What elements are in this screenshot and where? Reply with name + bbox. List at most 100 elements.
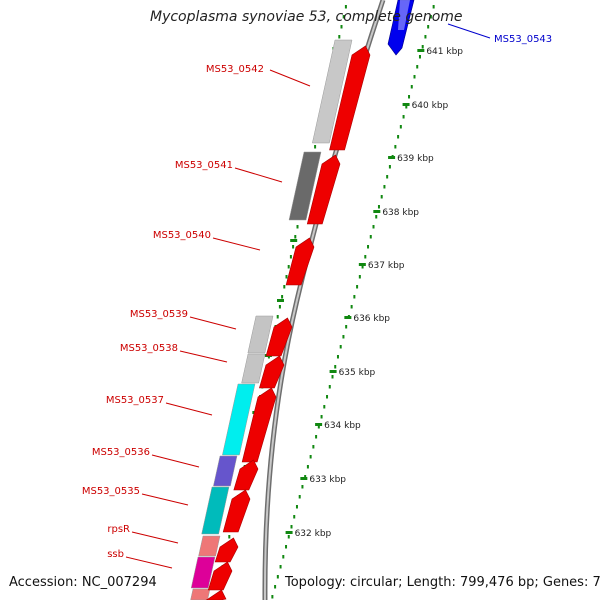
outer-tick-track-dot	[334, 365, 337, 369]
gene-label: MS53_0537	[106, 395, 164, 406]
outer-tick-track-dot	[413, 75, 416, 79]
outer-tick-track-dot	[271, 595, 274, 599]
outer-tick-track-dot	[356, 285, 359, 289]
inner-tick-track-dot	[276, 315, 279, 319]
gene-label: MS53_0543	[494, 34, 552, 45]
gene-label: MS53_0541	[175, 160, 233, 171]
inner-tick-track-dot	[287, 265, 290, 269]
scale-tick-label: 635 kbp	[339, 368, 376, 378]
major-tick-mark	[373, 210, 381, 213]
outer-tick-track-dot	[293, 515, 296, 519]
forward-gene-arrow	[329, 45, 371, 151]
inner-tick-track-dot	[289, 255, 292, 259]
outer-tick-track-dot	[386, 175, 389, 179]
outer-tick-track-dot	[315, 435, 318, 439]
major-tick-mark	[358, 263, 366, 266]
gene-label: rpsR	[107, 524, 130, 535]
cog-category-block	[288, 151, 322, 221]
gene-label: MS53_0540	[153, 230, 211, 241]
major-tick-mark	[300, 477, 308, 480]
outer-tick-track-dot	[418, 55, 421, 59]
forward-gene-arrow	[241, 387, 277, 463]
gene-leader-line	[125, 556, 173, 569]
outer-tick-track-dot	[427, 25, 430, 29]
gene-leader-line	[234, 167, 283, 183]
inner-tick-track-dot	[342, 15, 345, 19]
forward-gene-arrow	[259, 355, 285, 389]
outer-tick-track-dot	[312, 445, 315, 449]
cog-category-block	[312, 39, 353, 144]
forward-gene-arrow	[306, 154, 341, 225]
outer-tick-track-dot	[410, 85, 413, 89]
outer-tick-track-dot	[402, 115, 405, 119]
major-tick-mark	[315, 423, 323, 426]
outer-tick-track-dot	[298, 495, 301, 499]
outer-tick-track-dot	[405, 105, 408, 109]
cog-category-block	[213, 455, 238, 487]
scale-tick-label: 637 kbp	[368, 261, 405, 271]
outer-tick-track-dot	[367, 245, 370, 249]
topology-text: Topology: circular; Length: 799,476 bp; …	[285, 575, 600, 590]
outer-tick-track-dot	[377, 205, 380, 209]
outer-tick-track-dot	[285, 545, 288, 549]
outer-tick-track-dot	[345, 325, 348, 329]
cog-category-block	[190, 588, 211, 600]
outer-tick-track-dot	[309, 455, 312, 459]
outer-tick-track-dot	[331, 375, 334, 379]
outer-tick-track-dot	[342, 335, 345, 339]
outer-tick-track-dot	[350, 305, 353, 309]
gene-label: MS53_0539	[130, 309, 188, 320]
outer-tick-track-dot	[339, 345, 342, 349]
outer-tick-track-dot	[320, 415, 323, 419]
cog-category-block	[247, 315, 274, 354]
reverse-gene-highlight	[398, 0, 410, 30]
scale-tick-label: 640 kbp	[412, 101, 449, 111]
gene-leader-line	[131, 531, 179, 544]
inner-major-tick	[277, 299, 284, 302]
inner-tick-track-dot	[296, 225, 299, 229]
outer-tick-track-dot	[388, 165, 391, 169]
outer-tick-track-dot	[301, 485, 304, 489]
inner-tick-track-dot	[344, 5, 347, 9]
major-tick-mark	[402, 103, 410, 106]
outer-tick-track-dot	[364, 255, 367, 259]
scale-tick-label: 632 kbp	[295, 529, 332, 539]
scale-tick-label: 633 kbp	[309, 475, 346, 485]
inner-tick-track-dot	[314, 145, 317, 149]
outer-tick-track-dot	[416, 65, 419, 69]
inner-tick-track-dot	[278, 305, 281, 309]
gene-label: ssb	[107, 549, 124, 560]
gene-leader-line	[141, 493, 189, 506]
outer-tick-track-dot	[429, 15, 432, 19]
major-tick-mark	[344, 316, 352, 319]
outer-tick-track-dot	[287, 535, 290, 539]
cog-category-block	[222, 383, 256, 456]
inner-major-tick	[290, 239, 298, 242]
inner-tick-track-dot	[292, 245, 295, 249]
scale-tick-label: 639 kbp	[397, 154, 434, 164]
outer-tick-track-dot	[421, 45, 424, 49]
scale-tick-label: 634 kbp	[324, 421, 361, 431]
outer-tick-track-dot	[432, 5, 435, 9]
gene-label: MS53_0536	[92, 447, 150, 458]
outer-tick-track-dot	[306, 465, 309, 469]
outer-tick-track-dot	[394, 145, 397, 149]
inner-tick-track-dot	[338, 35, 341, 39]
map-title: Mycoplasma synoviae 53, complete genome	[150, 9, 463, 25]
outer-tick-track-dot	[369, 235, 372, 239]
outer-tick-track-dot	[372, 225, 375, 229]
inner-tick-track-dot	[281, 295, 284, 299]
outer-tick-track-dot	[408, 95, 411, 99]
scale-tick-label: 641 kbp	[426, 47, 463, 57]
gene-label: MS53_0538	[120, 343, 178, 354]
forward-gene-arrow	[265, 317, 293, 357]
gene-label: MS53_0535	[82, 486, 140, 497]
outer-tick-track-dot	[317, 425, 320, 429]
scale-tick-label: 638 kbp	[382, 208, 419, 218]
inner-tick-track-dot	[340, 25, 343, 29]
outer-tick-track-dot	[323, 405, 326, 409]
forward-gene-arrow	[285, 237, 315, 286]
outer-tick-track-dot	[353, 295, 356, 299]
outer-tick-track-dot	[375, 215, 378, 219]
